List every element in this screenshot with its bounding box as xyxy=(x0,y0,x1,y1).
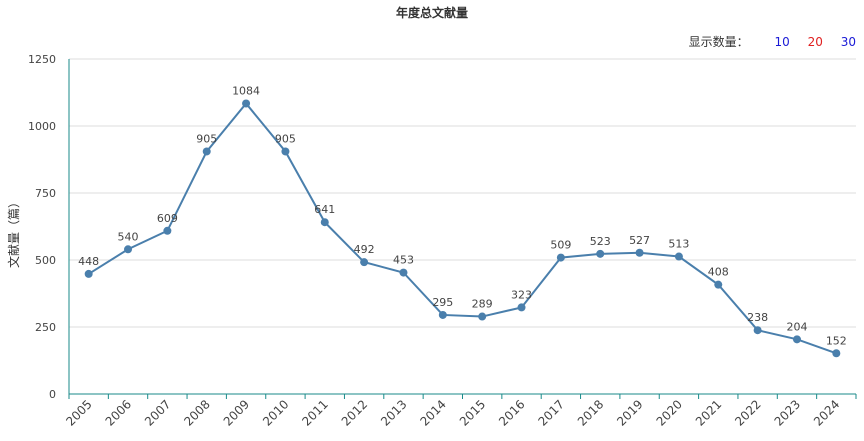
data-label: 523 xyxy=(590,235,611,248)
data-point xyxy=(596,249,605,258)
data-label: 540 xyxy=(118,230,139,243)
data-point xyxy=(438,310,447,319)
data-label: 641 xyxy=(314,203,335,216)
data-point xyxy=(635,248,644,257)
data-point xyxy=(124,245,133,254)
x-tick-label: 2013 xyxy=(378,397,409,428)
data-label: 408 xyxy=(708,266,729,279)
data-label: 453 xyxy=(393,254,414,267)
y-axis-title: 文献量（篇） xyxy=(6,196,21,268)
x-tick-label: 2019 xyxy=(614,397,645,428)
data-label: 295 xyxy=(432,296,453,309)
data-point xyxy=(792,335,801,344)
data-labels: 448 540 609 905 1084 905 641 492 453 295 289 323 509… xyxy=(78,84,847,347)
x-axis: 2005 2006 2007 2008 2009 2010 2011 2012 2013 2014… xyxy=(63,393,857,429)
data-point xyxy=(674,252,683,261)
display-count-30-button[interactable]: 30 xyxy=(840,35,856,49)
x-tick-label: 2014 xyxy=(417,397,448,428)
y-tick-label: 1000 xyxy=(28,120,56,133)
x-tick-label: 2018 xyxy=(575,397,606,428)
data-label: 905 xyxy=(196,132,217,145)
x-tick-label: 2020 xyxy=(654,397,685,428)
data-label: 492 xyxy=(354,243,375,256)
data-label: 905 xyxy=(275,132,296,145)
data-point xyxy=(478,312,487,321)
data-points xyxy=(84,99,841,358)
display-count-20-button[interactable]: 20 xyxy=(807,35,823,49)
x-tick-label: 2021 xyxy=(693,397,724,428)
series-line-layer xyxy=(88,101,837,355)
y-tick-label: 0 xyxy=(49,388,56,401)
data-point xyxy=(399,268,408,277)
display-count-controls: 显示数量： 10 20 30 xyxy=(689,33,856,50)
x-tick-label: 2006 xyxy=(103,397,134,428)
data-label: 448 xyxy=(78,255,99,268)
data-label: 289 xyxy=(472,298,493,311)
y-tick-label: 250 xyxy=(35,321,56,334)
data-label: 609 xyxy=(157,212,178,225)
data-point xyxy=(753,326,762,335)
data-label: 323 xyxy=(511,288,532,301)
x-tick-label: 2009 xyxy=(221,397,252,428)
x-tick-label: 2024 xyxy=(811,397,842,428)
y-tick-label: 500 xyxy=(35,254,56,267)
x-tick-label: 2017 xyxy=(535,397,566,428)
chart-title: 年度总文献量 xyxy=(395,6,468,20)
data-point xyxy=(202,147,211,156)
data-point xyxy=(84,269,93,278)
data-point xyxy=(832,349,841,358)
x-tick-label: 2015 xyxy=(457,397,488,428)
x-tick-label: 2023 xyxy=(772,397,803,428)
display-count-label: 显示数量： xyxy=(688,35,749,49)
data-label: 509 xyxy=(550,239,571,252)
x-tick-label: 2010 xyxy=(260,397,291,428)
x-tick-label: 2011 xyxy=(299,397,330,428)
data-point xyxy=(360,258,369,267)
data-point xyxy=(320,218,329,227)
x-tick-label: 2005 xyxy=(63,397,94,428)
data-point xyxy=(556,253,565,262)
data-label: 527 xyxy=(629,234,650,247)
y-axis: 0 250 500 750 1000 1250 xyxy=(28,53,70,401)
data-label: 152 xyxy=(826,334,847,347)
data-point xyxy=(242,99,251,108)
x-tick-label: 2012 xyxy=(339,397,370,428)
data-label: 204 xyxy=(786,320,807,333)
x-tick-label: 2016 xyxy=(496,397,527,428)
data-point xyxy=(163,226,172,235)
x-tick-label: 2007 xyxy=(142,397,173,428)
data-label: 238 xyxy=(747,311,768,324)
data-point xyxy=(714,280,723,289)
x-tick-label: 2008 xyxy=(181,397,212,428)
data-point xyxy=(517,303,526,312)
series-line xyxy=(88,101,837,355)
y-tick-label: 750 xyxy=(35,187,56,200)
x-tick-label: 2022 xyxy=(732,397,763,428)
data-point xyxy=(281,147,290,156)
display-count-10-button[interactable]: 10 xyxy=(774,35,790,49)
data-label: 1084 xyxy=(232,84,260,97)
grid-lines xyxy=(69,58,856,328)
data-label: 513 xyxy=(668,238,689,251)
y-tick-label: 1250 xyxy=(28,53,56,66)
